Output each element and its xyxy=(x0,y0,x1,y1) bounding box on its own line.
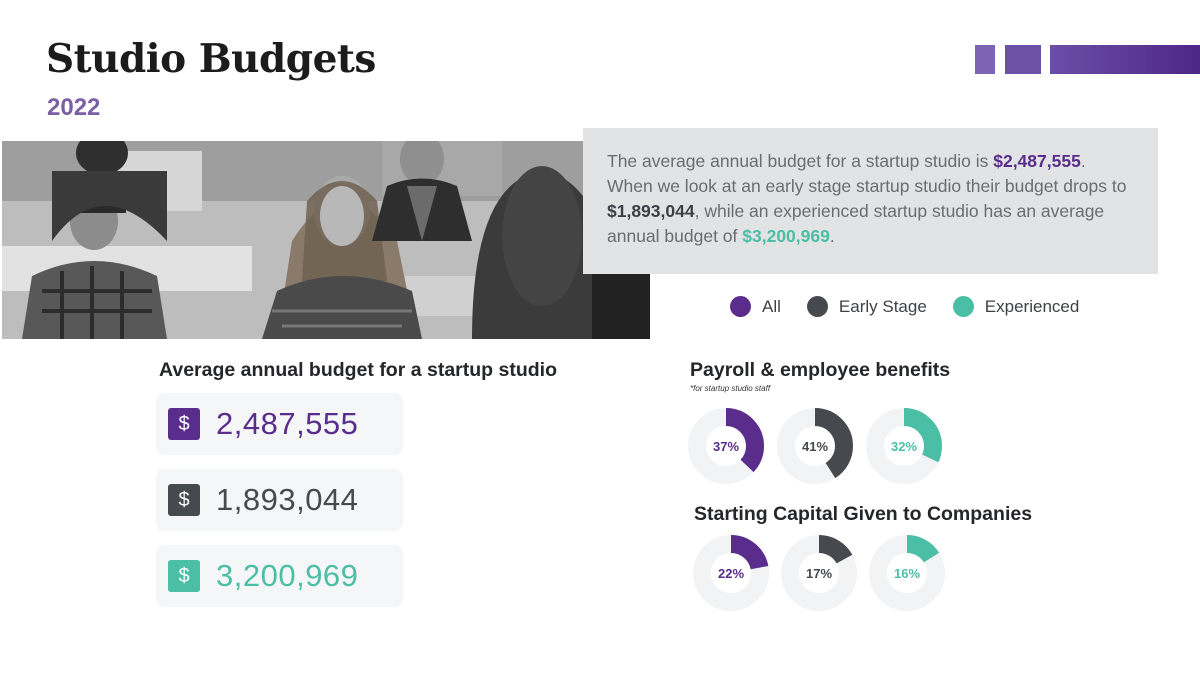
capital-donut-early-stage: 17% xyxy=(780,534,858,612)
chart-legend: All Early Stage Experienced xyxy=(730,296,1105,317)
capital-donut-svg-experienced xyxy=(869,535,945,611)
legend-label-early-stage: Early Stage xyxy=(838,296,927,316)
average-budget-title: Average annual budget for a startup stud… xyxy=(159,359,557,381)
summary-text-4: . xyxy=(829,226,835,246)
legend-item-all: All xyxy=(730,296,781,317)
payroll-donut-label-early-stage: 41% xyxy=(801,438,829,454)
budget-amount-all: 2,487,555 xyxy=(216,406,359,441)
capital-chart-title: Starting Capital Given to Companies xyxy=(694,503,1033,525)
summary-text-1: The average annual budget for a startup … xyxy=(607,151,994,171)
legend-label-all: All xyxy=(762,296,781,316)
legend-dot-all xyxy=(730,296,751,317)
legend-item-early-stage: Early Stage xyxy=(806,296,927,317)
payroll-donut-early-stage: 41% xyxy=(776,407,854,485)
decorative-bar-gradient xyxy=(1050,45,1200,74)
payroll-donut-svg-experienced xyxy=(866,408,942,484)
dollar-icon: $ xyxy=(168,484,200,516)
year-subtitle: 2022 xyxy=(47,94,101,121)
legend-dot-early-stage xyxy=(806,296,828,317)
payroll-donut-slice-all xyxy=(688,408,764,484)
team-meeting-photo xyxy=(2,141,650,339)
payroll-donut-all: 37% xyxy=(687,407,765,485)
capital-donut-slice-early-stage xyxy=(781,535,857,611)
capital-donut-all: 22% xyxy=(692,534,770,612)
budget-card-early-stage: $ 1,893,044 xyxy=(156,469,403,531)
payroll-chart-note: *for startup studio staff xyxy=(690,384,771,393)
capital-donut-experienced: 16% xyxy=(868,534,946,612)
summary-value-experienced: $3,200,969 xyxy=(742,226,830,246)
budget-amount-early-stage: 1,893,044 xyxy=(216,482,359,517)
capital-donut-slice-experienced xyxy=(869,535,945,611)
summary-value-early: $1,893,044 xyxy=(607,201,695,221)
payroll-donut-label-all: 37% xyxy=(712,438,740,454)
summary-text-2: . When we look at an early stage startup… xyxy=(607,151,1127,196)
budget-card-all: $ 2,487,555 xyxy=(156,393,403,455)
payroll-donut-slice-experienced xyxy=(866,408,942,484)
budget-summary: The average annual budget for a startup … xyxy=(583,128,1158,274)
legend-label-experienced: Experienced xyxy=(984,296,1080,316)
legend-item-experienced: Experienced xyxy=(952,296,1080,317)
payroll-donut-svg-early-stage xyxy=(777,408,853,484)
budget-card-experienced: $ 3,200,969 xyxy=(156,545,403,607)
summary-text-3: , while an experienced startup studio ha… xyxy=(607,201,1105,246)
page-title: Studio Budgets xyxy=(46,36,376,82)
capital-donut-label-all: 22% xyxy=(717,565,745,581)
dollar-icon: $ xyxy=(168,560,200,592)
payroll-donut-experienced: 32% xyxy=(865,407,943,485)
payroll-donut-slice-early-stage xyxy=(777,408,853,484)
decorative-bar-small xyxy=(975,45,995,74)
payroll-chart-title: Payroll & employee benefits xyxy=(690,359,951,381)
payroll-donut-svg-all xyxy=(688,408,764,484)
summary-value-all: $2,487,555 xyxy=(993,151,1081,171)
budget-amount-experienced: 3,200,969 xyxy=(216,558,359,593)
payroll-donut-label-experienced: 32% xyxy=(890,438,918,454)
capital-donut-label-early-stage: 17% xyxy=(805,565,833,581)
capital-donut-svg-early-stage xyxy=(781,535,857,611)
legend-dot-experienced xyxy=(952,296,974,317)
capital-donut-slice-all xyxy=(693,535,769,611)
dollar-icon: $ xyxy=(168,408,200,440)
capital-donut-svg-all xyxy=(693,535,769,611)
capital-donut-label-experienced: 16% xyxy=(893,565,921,581)
decorative-bar-medium xyxy=(1005,45,1041,74)
